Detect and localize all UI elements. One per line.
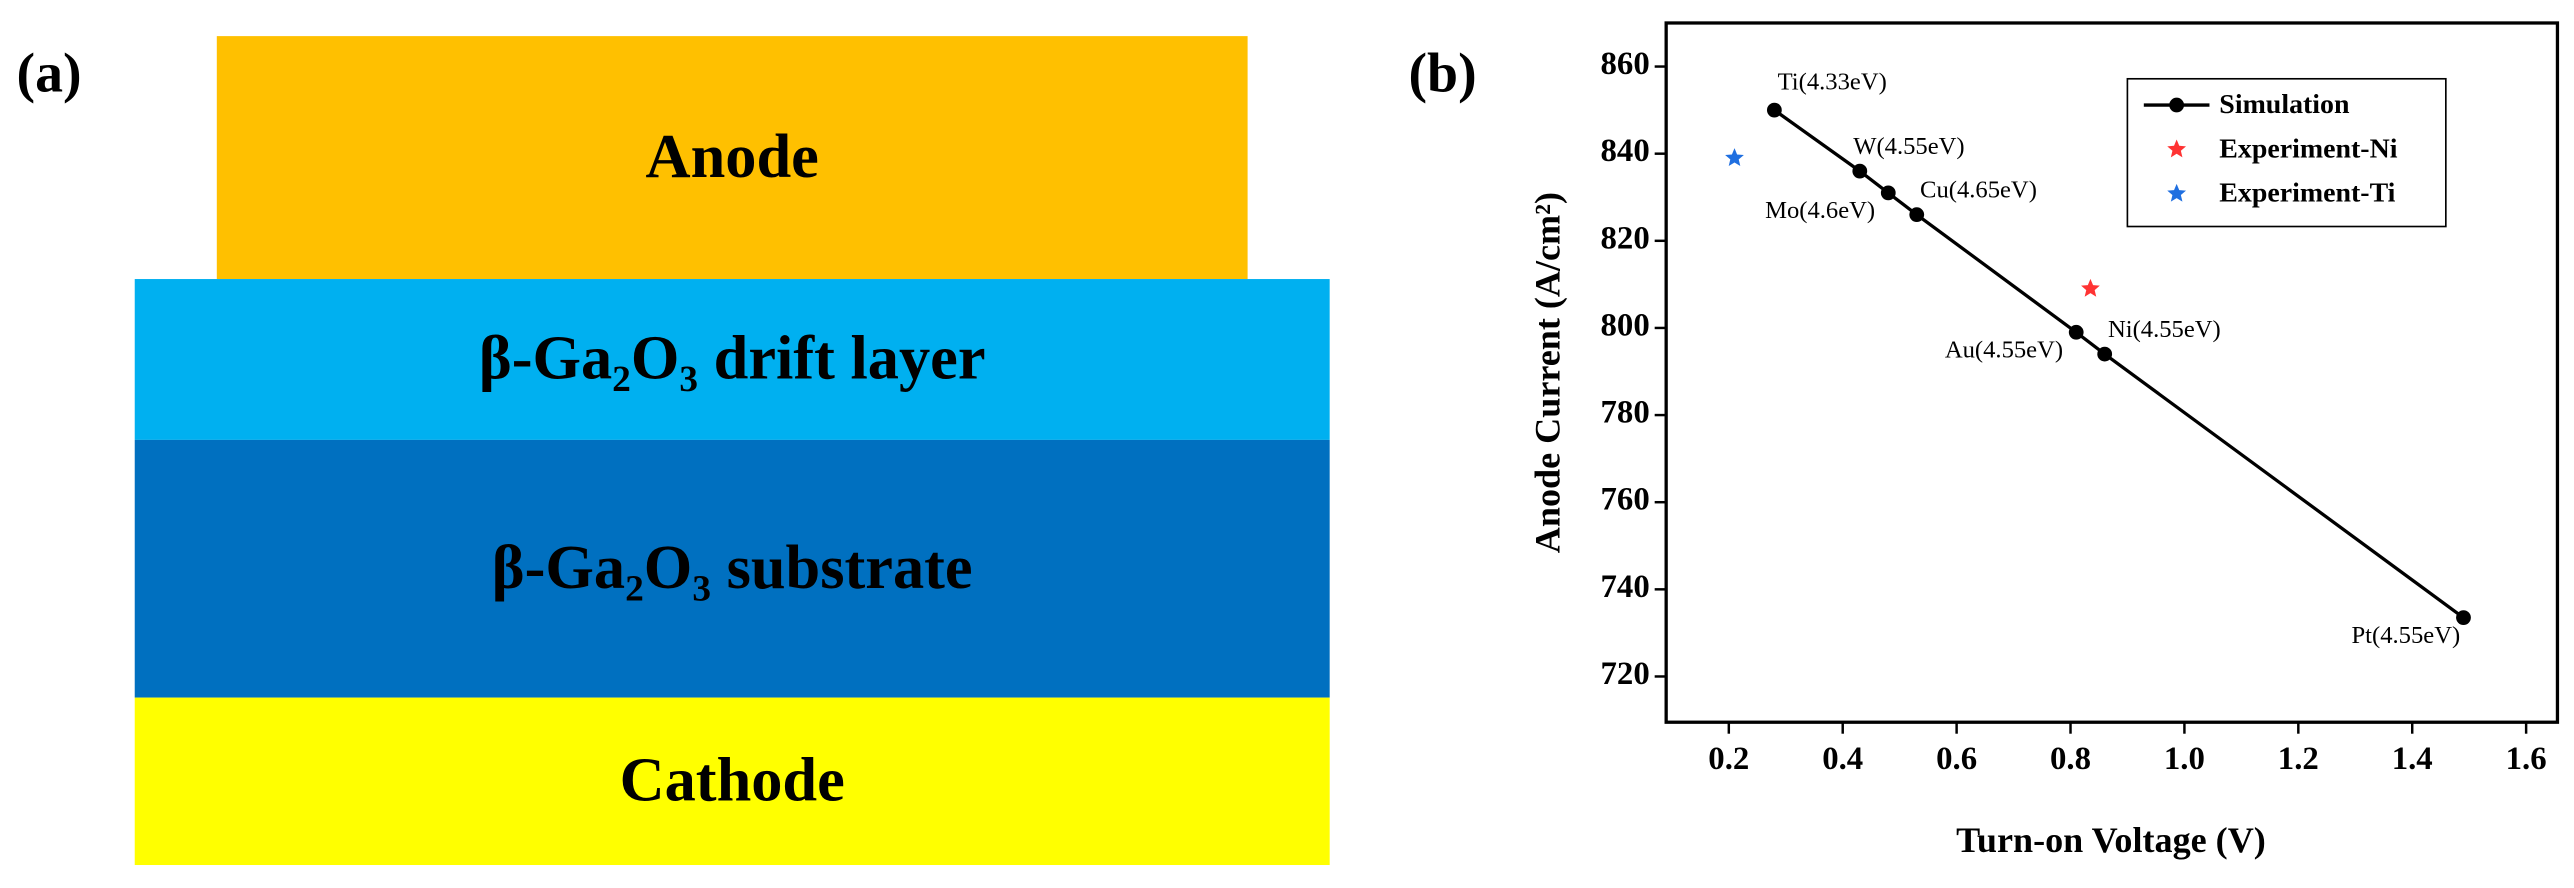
y-tick-label: 740 bbox=[1601, 569, 1650, 605]
panel-label: (b) bbox=[1408, 43, 1476, 105]
x-tick-label: 0.6 bbox=[1936, 741, 1977, 777]
legend-label: Experiment-Ni bbox=[2219, 133, 2397, 164]
point-label: Ni(4.55eV) bbox=[2108, 316, 2221, 343]
data-point bbox=[2081, 278, 2100, 297]
y-tick-label: 820 bbox=[1601, 220, 1650, 256]
x-axis-title: Turn-on Voltage (V) bbox=[1956, 820, 2266, 860]
data-point bbox=[2097, 346, 2113, 362]
layer bbox=[134, 439, 1330, 698]
data-point bbox=[2068, 324, 2084, 340]
layer-label: β-Ga₂O₃ drift layer bbox=[479, 324, 986, 393]
point-label: Ti(4.33eV) bbox=[1778, 69, 1887, 96]
x-tick-label: 1.6 bbox=[2506, 741, 2547, 777]
layer bbox=[216, 36, 1248, 280]
legend-marker bbox=[2167, 183, 2187, 202]
point-label: Pt(4.55eV) bbox=[2352, 622, 2461, 649]
x-tick-label: 1.0 bbox=[2164, 741, 2205, 777]
plot-frame bbox=[1664, 21, 2560, 724]
layer-label: Cathode bbox=[620, 746, 845, 815]
data-point bbox=[1880, 185, 1896, 201]
y-tick-label: 720 bbox=[1601, 656, 1650, 692]
data-point bbox=[2456, 610, 2471, 626]
point-label: Mo(4.6eV) bbox=[1765, 197, 1875, 224]
point-label: W(4.55eV) bbox=[1853, 133, 1964, 160]
y-tick-label: 840 bbox=[1601, 133, 1650, 169]
data-point bbox=[1909, 207, 1925, 223]
layer bbox=[134, 279, 1330, 440]
y-axis-title: Anode Current (A/cm²) bbox=[1528, 192, 1568, 553]
layer-label: Anode bbox=[646, 122, 819, 191]
y-tick-label: 800 bbox=[1601, 307, 1650, 343]
legend-label: Experiment-Ti bbox=[2219, 178, 2395, 209]
legend-marker bbox=[2169, 97, 2185, 113]
panel-label: (a) bbox=[17, 43, 82, 105]
legend-marker bbox=[2167, 139, 2187, 158]
data-point bbox=[1766, 102, 1782, 118]
data-point bbox=[1852, 163, 1868, 179]
x-tick-label: 0.4 bbox=[1822, 741, 1863, 777]
x-tick-label: 0.8 bbox=[2050, 741, 2091, 777]
x-tick-label: 0.2 bbox=[1708, 741, 1749, 777]
y-tick-label: 780 bbox=[1601, 395, 1650, 431]
x-tick-label: 1.4 bbox=[2392, 741, 2433, 777]
legend-label: Simulation bbox=[2219, 89, 2350, 120]
layer-label: β-Ga₂O₃ substrate bbox=[492, 533, 973, 602]
y-tick-label: 760 bbox=[1601, 482, 1650, 518]
data-point bbox=[1725, 148, 1744, 166]
y-tick-label: 860 bbox=[1601, 46, 1650, 82]
layer bbox=[134, 697, 1330, 866]
point-label: Au(4.55eV) bbox=[1945, 337, 2063, 364]
point-label: Cu(4.65eV) bbox=[1920, 176, 2037, 203]
x-tick-label: 1.2 bbox=[2278, 741, 2319, 777]
